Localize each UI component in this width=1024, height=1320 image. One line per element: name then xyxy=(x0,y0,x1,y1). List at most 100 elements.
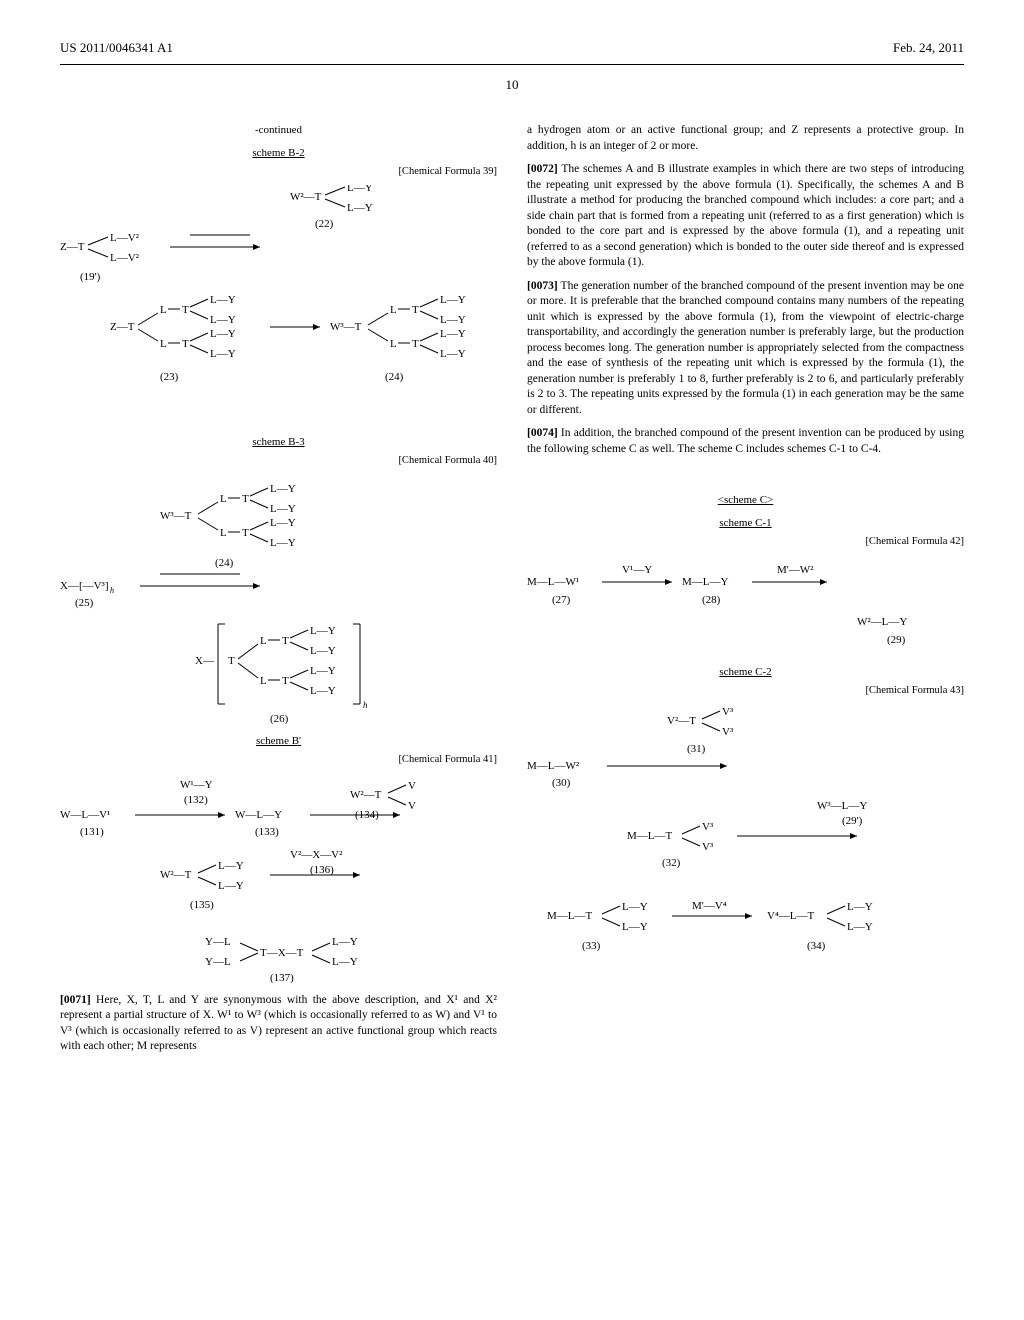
svg-text:T: T xyxy=(282,675,289,687)
scheme-b3-diagram: W³—T LL TT L—YL—Y L—YL—Y (24) X—[—V³]h xyxy=(60,474,497,724)
svg-text:L: L xyxy=(260,635,267,647)
svg-text:L—Y: L—Y xyxy=(210,328,236,340)
para-0072-num: [0072] xyxy=(527,163,558,175)
svg-text:(136): (136) xyxy=(310,864,334,876)
svg-text:L—Y: L—Y xyxy=(270,537,296,549)
svg-text:(24): (24) xyxy=(385,371,404,383)
scheme-bprime-svg: W¹—Y W²—T VV W—L—V¹ (132) W—L—Y (134) (1… xyxy=(60,773,490,983)
scheme-b2-diagram: W²—T L—Y L—Y (22) Z—T L—V² L—V² (19') xyxy=(60,185,497,425)
svg-text:L: L xyxy=(390,304,397,316)
svg-text:V³: V³ xyxy=(722,726,734,738)
page-header: US 2011/0046341 A1 Feb. 24, 2011 xyxy=(60,40,964,56)
svg-text:V³: V³ xyxy=(702,841,714,853)
chem-formula-40-label: [Chemical Formula 40] xyxy=(60,454,497,468)
svg-text:L—Y: L—Y xyxy=(310,645,336,657)
svg-text:Y—L: Y—L xyxy=(205,956,231,968)
svg-text:L—Y: L—Y xyxy=(270,503,296,515)
svg-text:W²—T: W²—T xyxy=(160,869,192,881)
svg-text:(25): (25) xyxy=(75,597,94,609)
svg-text:L—Y: L—Y xyxy=(347,202,373,214)
svg-text:L—Y: L—Y xyxy=(270,483,296,495)
svg-text:L—Y: L—Y xyxy=(218,880,244,892)
svg-text:W³—T: W³—T xyxy=(330,321,362,333)
continued-label: -continued xyxy=(60,123,497,138)
svg-text:W—L—V¹: W—L—V¹ xyxy=(60,809,110,821)
svg-text:V: V xyxy=(408,800,416,812)
svg-text:L: L xyxy=(160,304,167,316)
svg-text:T: T xyxy=(242,493,249,505)
svg-text:V: V xyxy=(408,780,416,792)
scheme-c1-diagram: M—L—W¹ V¹—Y M—L—Y M'—W² (27) (28) W²—L—Y… xyxy=(527,555,964,655)
svg-text:(135): (135) xyxy=(190,899,214,911)
para-0074: [0074] In addition, the branched compoun… xyxy=(527,426,964,457)
columns-container: -continued scheme B-2 [Chemical Formula … xyxy=(60,123,964,1063)
svg-text:L—Y: L—Y xyxy=(332,936,358,948)
svg-text:W³—T: W³—T xyxy=(160,510,192,522)
para-0072-text: The schemes A and B illustrate examples … xyxy=(527,163,964,268)
left-column: -continued scheme B-2 [Chemical Formula … xyxy=(60,123,497,1063)
svg-text:V¹—Y: V¹—Y xyxy=(622,564,652,576)
scheme-bprime-diagram: W¹—Y W²—T VV W—L—V¹ (132) W—L—Y (134) (1… xyxy=(60,773,497,983)
svg-text:L—Y: L—Y xyxy=(310,625,336,637)
svg-text:L—Y: L—Y xyxy=(440,314,466,326)
svg-text:(22): (22) xyxy=(315,218,334,230)
svg-text:T: T xyxy=(182,304,189,316)
svg-text:(32): (32) xyxy=(662,857,681,869)
para-0073: [0073] The generation number of the bran… xyxy=(527,279,964,419)
svg-text:T: T xyxy=(412,338,419,350)
svg-text:L: L xyxy=(260,675,267,687)
svg-text:(28): (28) xyxy=(702,594,721,606)
svg-text:(131): (131) xyxy=(80,826,104,838)
svg-text:(31): (31) xyxy=(687,743,706,755)
scheme-c2-diagram: V²—T V³V³ (31) M—L—W² (30) W³—L—Y (29') … xyxy=(527,704,964,984)
svg-text:M—L—W²: M—L—W² xyxy=(527,760,580,772)
scheme-b3-svg: W³—T LL TT L—YL—Y L—YL—Y (24) X—[—V³]h xyxy=(60,474,490,724)
svg-text:L: L xyxy=(390,338,397,350)
svg-text:h: h xyxy=(110,586,114,595)
para-0074-num: [0074] xyxy=(527,427,558,439)
scheme-b2-svg: W²—T L—Y L—Y (22) Z—T L—V² L—V² (19') xyxy=(60,185,490,425)
pub-date: Feb. 24, 2011 xyxy=(893,40,964,56)
para-0074-text: In addition, the branched compound of th… xyxy=(527,427,964,455)
svg-text:(137): (137) xyxy=(270,972,294,983)
scheme-b2-title: scheme B-2 xyxy=(60,146,497,161)
pub-number: US 2011/0046341 A1 xyxy=(60,40,173,56)
svg-text:T: T xyxy=(412,304,419,316)
svg-text:L: L xyxy=(160,338,167,350)
svg-text:L—Y: L—Y xyxy=(210,294,236,306)
svg-text:L—Y: L—Y xyxy=(210,348,236,360)
svg-text:L—V²: L—V² xyxy=(110,252,140,264)
scheme-b3-title: scheme B-3 xyxy=(60,435,497,450)
svg-text:V⁴—L—T: V⁴—L—T xyxy=(767,910,814,922)
svg-text:M—L—T: M—L—T xyxy=(547,910,593,922)
scheme-c2-title: scheme C-2 xyxy=(527,665,964,680)
svg-text:L—Y: L—Y xyxy=(440,294,466,306)
svg-text:L—Y: L—Y xyxy=(310,665,336,677)
right-column: a hydrogen atom or an active functional … xyxy=(527,123,964,1063)
para-cont: a hydrogen atom or an active functional … xyxy=(527,123,964,154)
svg-text:W—L—Y: W—L—Y xyxy=(235,809,282,821)
svg-text:Y—L: Y—L xyxy=(205,936,231,948)
svg-text:W³—L—Y: W³—L—Y xyxy=(817,800,867,812)
para-0071-text: Here, X, T, L and Y are synonymous with … xyxy=(60,994,497,1053)
svg-text:L—Y: L—Y xyxy=(847,901,873,913)
svg-text:M'—V⁴: M'—V⁴ xyxy=(692,900,727,912)
svg-text:L—Y: L—Y xyxy=(210,314,236,326)
svg-text:T—X—T: T—X—T xyxy=(260,947,304,959)
page-number: 10 xyxy=(60,77,964,93)
para-0073-text: The generation number of the branched co… xyxy=(527,280,964,416)
chem-formula-41-label: [Chemical Formula 41] xyxy=(60,753,497,767)
svg-text:(133): (133) xyxy=(255,826,279,838)
svg-text:(33): (33) xyxy=(582,940,601,952)
svg-text:T: T xyxy=(228,655,235,667)
svg-text:Z—T: Z—T xyxy=(110,321,135,333)
svg-text:(34): (34) xyxy=(807,940,826,952)
svg-text:(132): (132) xyxy=(184,794,208,806)
svg-text:M—L—W¹: M—L—W¹ xyxy=(527,576,579,588)
svg-text:L: L xyxy=(220,527,227,539)
svg-text:X—[—V³]: X—[—V³] xyxy=(60,580,109,592)
svg-text:L—Y: L—Y xyxy=(440,328,466,340)
svg-text:W¹—Y: W¹—Y xyxy=(180,779,213,791)
svg-text:L—Y: L—Y xyxy=(347,185,373,194)
svg-text:L—Y: L—Y xyxy=(622,901,648,913)
